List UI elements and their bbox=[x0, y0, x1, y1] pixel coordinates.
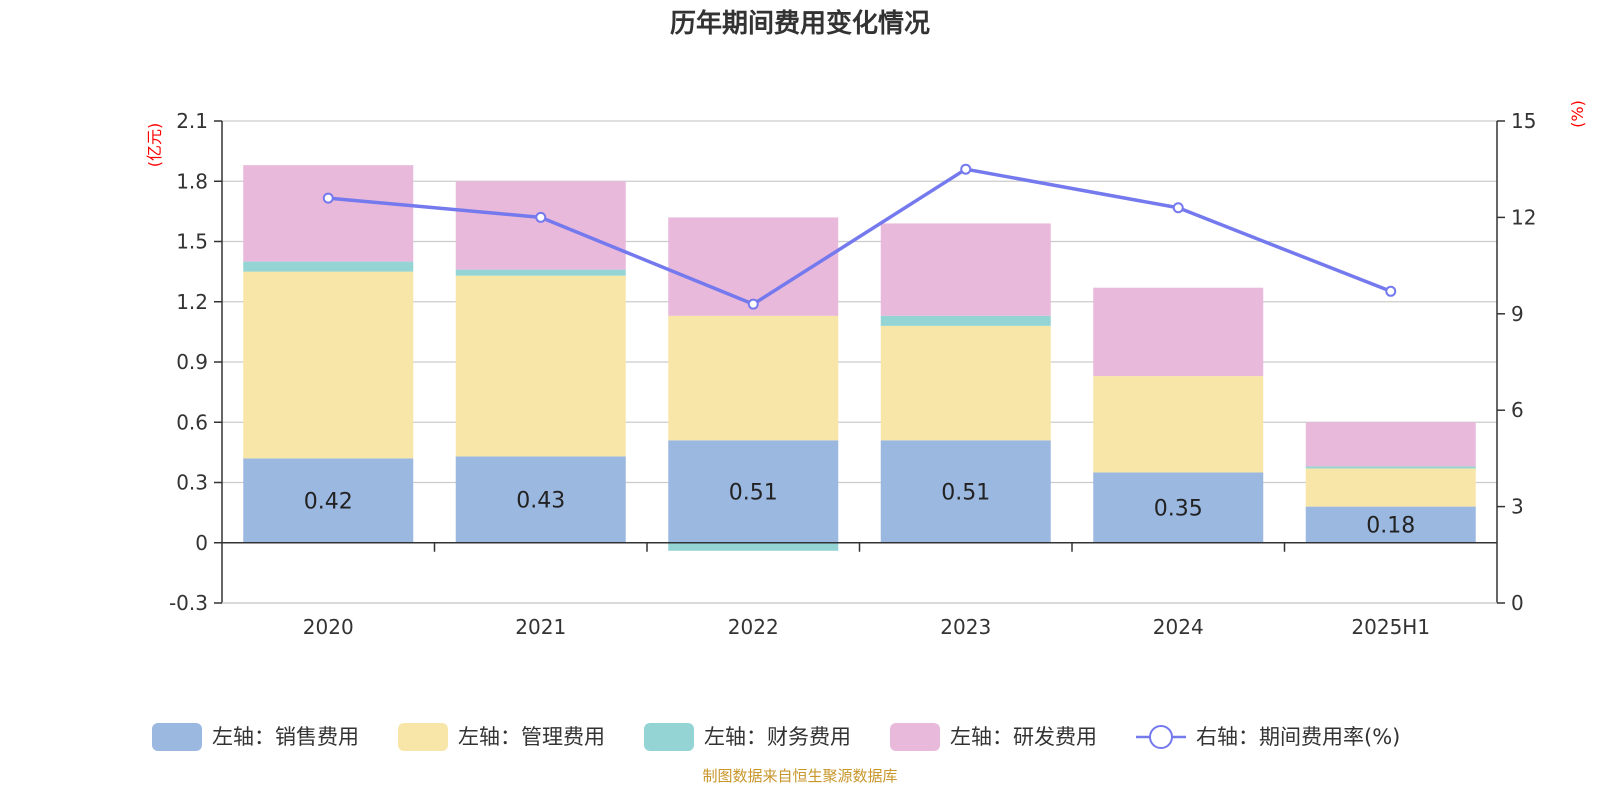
left-tick-label: 1.5 bbox=[176, 230, 208, 254]
bar-segment bbox=[880, 325, 1051, 441]
left-tick-label: 1.2 bbox=[176, 290, 208, 314]
bar-segment bbox=[1305, 466, 1476, 469]
x-tick-label: 2024 bbox=[1153, 615, 1204, 639]
bar-segment bbox=[1305, 468, 1476, 507]
rate-line-path bbox=[328, 167, 1392, 306]
legend: 左轴：销售费用 左轴：管理费用 左轴：财务费用 左轴：研发费用 右轴：期间费用率(%) bbox=[152, 723, 1400, 751]
rate-point bbox=[1385, 285, 1397, 297]
bar-segment bbox=[880, 223, 1051, 316]
legend-label: 左轴：管理费用 bbox=[458, 725, 605, 749]
bar-segment bbox=[1093, 472, 1264, 543]
bar-segment bbox=[880, 440, 1051, 543]
rate-point bbox=[322, 192, 334, 204]
legend-label: 右轴：期间费用率(%) bbox=[1196, 725, 1400, 749]
legend-item: 左轴：管理费用 bbox=[398, 723, 605, 751]
bar-segment bbox=[243, 165, 414, 262]
right-tick-label: 12 bbox=[1511, 205, 1536, 229]
bar-segment bbox=[1305, 422, 1476, 467]
grid-lines bbox=[222, 120, 1497, 604]
bar-segment bbox=[243, 261, 414, 272]
legend-swatch bbox=[644, 723, 694, 751]
bar-segment bbox=[455, 275, 626, 457]
legend-item: 右轴：期间费用率(%) bbox=[1136, 725, 1400, 749]
left-tick-label: 0.6 bbox=[176, 410, 208, 434]
right-tick-label: 9 bbox=[1511, 302, 1524, 326]
legend-item: 左轴：财务费用 bbox=[644, 723, 851, 751]
data-labels: 0.42 0.43 0.51 0.51 0.35 0.18 bbox=[304, 481, 1415, 539]
bar-segment bbox=[668, 440, 839, 543]
data-label: 0.43 bbox=[516, 489, 565, 514]
data-label: 0.35 bbox=[1154, 497, 1203, 522]
x-tick-label: 2020 bbox=[303, 615, 354, 639]
right-tick-label: 15 bbox=[1511, 109, 1536, 133]
axes: 2.1 1.8 1.5 1.2 0.9 0.6 0.3 0 -0.3 15 12 9 6 3 0 2020 20… bbox=[169, 109, 1536, 639]
left-tick-label: 0 bbox=[195, 531, 208, 555]
bar-segment bbox=[668, 542, 839, 551]
rate-point bbox=[1172, 202, 1184, 214]
bar-segment bbox=[243, 458, 414, 543]
legend-swatch bbox=[152, 723, 202, 751]
x-tick-label: 2023 bbox=[940, 615, 991, 639]
x-tick-label: 2025H1 bbox=[1351, 615, 1430, 639]
legend-swatch bbox=[398, 723, 448, 751]
bars bbox=[243, 165, 1476, 551]
left-tick-label: 0.3 bbox=[176, 471, 208, 495]
source-note: 制图数据来自恒生聚源数据库 bbox=[702, 767, 897, 785]
bar-segment bbox=[243, 271, 414, 459]
rate-point bbox=[960, 163, 972, 175]
rate-point bbox=[747, 298, 759, 310]
x-tick-label: 2021 bbox=[515, 615, 566, 639]
left-tick-label: 1.8 bbox=[176, 169, 208, 193]
bar-segment bbox=[455, 181, 626, 270]
right-axis-unit: (%) bbox=[1568, 100, 1587, 128]
legend-label: 左轴：销售费用 bbox=[212, 725, 359, 749]
legend-label: 左轴：研发费用 bbox=[950, 725, 1097, 749]
data-label: 0.51 bbox=[941, 481, 990, 506]
bar-segment bbox=[1093, 287, 1264, 377]
right-tick-label: 3 bbox=[1511, 495, 1524, 519]
x-tick-label: 2022 bbox=[728, 615, 779, 639]
right-tick-label: 0 bbox=[1511, 591, 1524, 615]
legend-item: 左轴：研发费用 bbox=[890, 723, 1097, 751]
right-tick-label: 6 bbox=[1511, 398, 1524, 422]
rate-point bbox=[535, 211, 547, 223]
legend-item: 左轴：销售费用 bbox=[152, 723, 359, 751]
left-tick-label: -0.3 bbox=[169, 591, 208, 615]
legend-marker bbox=[1149, 725, 1173, 749]
bar-segment bbox=[668, 315, 839, 441]
rate-line bbox=[322, 163, 1397, 310]
data-label: 0.18 bbox=[1366, 514, 1415, 539]
bar-segment bbox=[1305, 506, 1476, 543]
left-axis-unit: (亿元) bbox=[145, 123, 164, 168]
legend-label: 左轴：财务费用 bbox=[704, 725, 851, 749]
bar-segment bbox=[880, 315, 1051, 326]
legend-swatch bbox=[890, 723, 940, 751]
left-tick-label: 2.1 bbox=[176, 109, 208, 133]
data-label: 0.51 bbox=[729, 481, 778, 506]
bar-segment bbox=[1093, 376, 1264, 473]
bar-segment bbox=[455, 456, 626, 543]
left-tick-label: 0.9 bbox=[176, 350, 208, 374]
data-label: 0.42 bbox=[304, 490, 353, 515]
chart-title: 历年期间费用变化情况 bbox=[670, 8, 930, 39]
bar-segment bbox=[455, 269, 626, 276]
